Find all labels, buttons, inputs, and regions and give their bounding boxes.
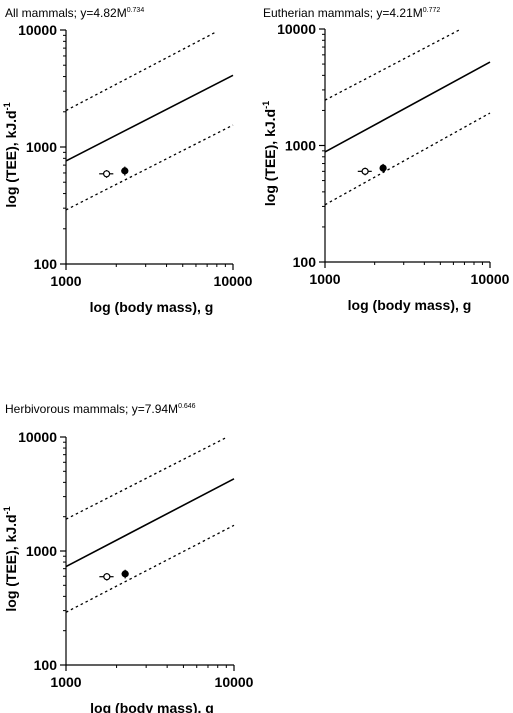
chart-title: Eutherian mammals; y=4.21M0.772 bbox=[263, 6, 440, 20]
confidence-line bbox=[65, 124, 234, 211]
y-tick-label: 1000 bbox=[26, 543, 57, 559]
x-axis-label: log (body mass), g bbox=[90, 700, 214, 713]
y-axis-label-superscript: -1 bbox=[2, 102, 12, 110]
confidence-line bbox=[65, 30, 218, 112]
confidence-line bbox=[324, 112, 491, 206]
y-tick-label: 100 bbox=[34, 657, 58, 673]
y-axis-label: log (TEE), kJ.d-1 bbox=[2, 506, 19, 611]
chart-title-text: All mammals; y=4.82M bbox=[5, 6, 127, 20]
data-point-open bbox=[361, 167, 369, 175]
x-tick-label: 10000 bbox=[471, 271, 510, 287]
y-axis-label: log (TEE), kJ.d-1 bbox=[261, 101, 278, 206]
data-point-open bbox=[103, 573, 111, 581]
chart-title-exponent: 0.734 bbox=[126, 7, 145, 14]
x-axis-label: log (body mass), g bbox=[90, 299, 214, 315]
y-axis-label-superscript: -1 bbox=[2, 506, 12, 514]
chart-title: Herbivorous mammals; y=7.94M0.646 bbox=[5, 402, 196, 416]
y-axis-label-superscript: -1 bbox=[261, 101, 271, 109]
confidence-line bbox=[65, 524, 235, 613]
regression-line bbox=[324, 61, 491, 153]
y-tick-label: 10000 bbox=[18, 22, 57, 38]
chart-title-exponent: 0.772 bbox=[422, 7, 441, 14]
regression-line bbox=[65, 74, 234, 162]
y-tick-label: 10000 bbox=[277, 21, 316, 37]
confidence-line bbox=[65, 436, 227, 520]
regression-line bbox=[65, 478, 235, 568]
chart-panel-herbivorous-mammals: Herbivorous mammals; y=7.94M0.646 100 100… bbox=[0, 395, 260, 713]
y-tick-label: 10000 bbox=[18, 429, 57, 445]
x-tick-label: 1000 bbox=[50, 674, 81, 690]
y-axis-label: log (TEE), kJ.d-1 bbox=[2, 102, 19, 207]
chart-title: All mammals; y=4.82M0.734 bbox=[5, 6, 144, 20]
x-tick-label: 10000 bbox=[215, 674, 254, 690]
x-tick-label: 10000 bbox=[214, 273, 253, 289]
data-point-filled bbox=[121, 570, 129, 578]
data-point-filled bbox=[121, 167, 129, 175]
y-tick-label: 100 bbox=[34, 256, 58, 272]
chart-title-exponent: 0.646 bbox=[178, 403, 196, 410]
x-axis-label: log (body mass), g bbox=[348, 297, 472, 313]
chart-panel-eutherian-mammals: Eutherian mammals; y=4.21M0.772 100 1000 1… bbox=[255, 0, 513, 330]
x-tick-label: 1000 bbox=[309, 271, 340, 287]
y-tick-label: 100 bbox=[293, 254, 317, 270]
data-point-open bbox=[102, 170, 111, 178]
y-tick-label: 1000 bbox=[285, 138, 316, 154]
chart-title-text: Eutherian mammals; y=4.21M bbox=[263, 6, 423, 20]
chart-panel-all-mammals: All mammals; y=4.82M0.734 100 1000 10000 10… bbox=[0, 0, 260, 330]
chart-title-text: Herbivorous mammals; y=7.94M bbox=[5, 402, 179, 416]
y-tick-label: 1000 bbox=[26, 139, 57, 155]
data-point-filled bbox=[379, 164, 387, 172]
x-tick-label: 1000 bbox=[50, 273, 81, 289]
